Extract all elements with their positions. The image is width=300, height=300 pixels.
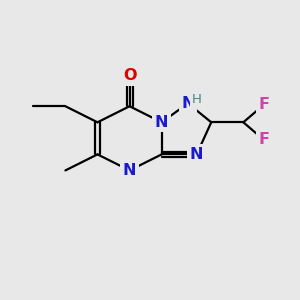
Text: N: N — [190, 147, 203, 162]
Text: O: O — [123, 68, 136, 83]
Text: N: N — [155, 115, 168, 130]
Text: N: N — [181, 96, 195, 111]
Text: F: F — [258, 97, 269, 112]
Text: N: N — [123, 163, 136, 178]
Text: H: H — [192, 93, 202, 106]
Text: F: F — [258, 132, 269, 147]
